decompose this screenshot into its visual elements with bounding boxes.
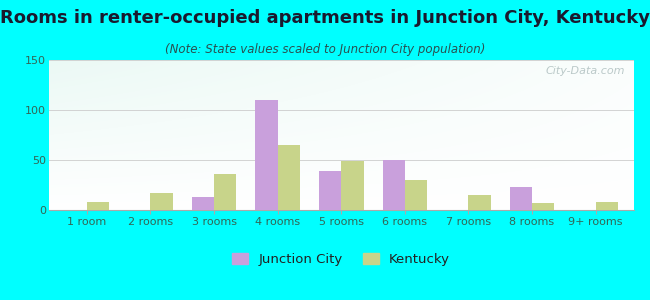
Bar <box>87 202 109 210</box>
Bar <box>383 160 405 210</box>
Bar <box>255 100 278 210</box>
Bar <box>319 171 341 210</box>
Text: City-Data.com: City-Data.com <box>545 66 625 76</box>
Text: (Note: State values scaled to Junction City population): (Note: State values scaled to Junction C… <box>165 44 485 56</box>
Bar <box>532 203 554 210</box>
Bar <box>151 193 173 210</box>
Bar <box>341 161 363 210</box>
Bar <box>469 195 491 210</box>
Bar <box>405 180 427 210</box>
Bar <box>192 197 214 210</box>
Bar <box>510 187 532 210</box>
Text: Rooms in renter-occupied apartments in Junction City, Kentucky: Rooms in renter-occupied apartments in J… <box>0 9 650 27</box>
Bar <box>214 174 237 210</box>
Bar <box>595 202 618 210</box>
Bar <box>278 145 300 210</box>
Legend: Junction City, Kentucky: Junction City, Kentucky <box>232 254 450 266</box>
